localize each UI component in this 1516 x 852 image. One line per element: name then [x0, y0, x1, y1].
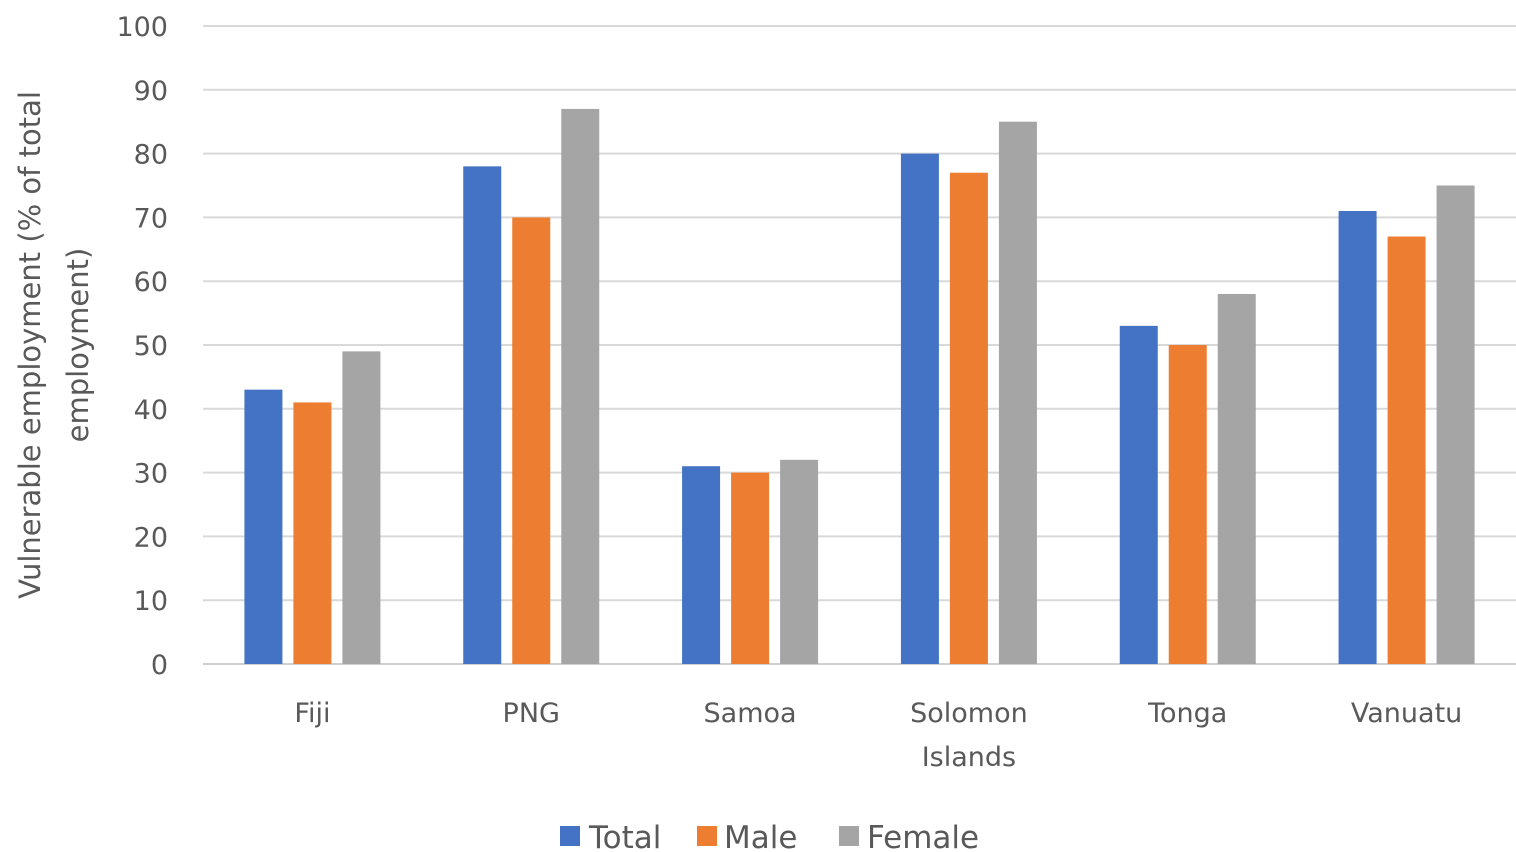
- bar-female-samoa: [780, 459, 819, 664]
- bar-total-png: [463, 166, 502, 665]
- bar-total-solomon-islands: [900, 153, 939, 664]
- legend-item-total: Total: [560, 820, 661, 852]
- legend-swatch: [697, 826, 717, 846]
- legend-label: Female: [867, 820, 979, 852]
- y-tick-label: 90: [134, 76, 168, 107]
- y-tick-label: 80: [134, 140, 168, 171]
- y-tick-label: 60: [134, 267, 168, 298]
- bar-total-samoa: [682, 466, 721, 664]
- legend-item-female: Female: [839, 820, 979, 852]
- bar-male-solomon-islands: [949, 172, 988, 665]
- bar-total-vanuatu: [1338, 211, 1377, 664]
- y-tick-label: 100: [116, 12, 168, 43]
- legend-item-male: Male: [697, 820, 797, 852]
- legend: Total Male Female: [560, 820, 979, 852]
- x-category-label: Solomon Islands: [910, 698, 1028, 773]
- bar-male-samoa: [731, 472, 770, 664]
- y-tick-label: 50: [134, 331, 168, 362]
- x-category-label: Fiji: [294, 698, 330, 729]
- y-tick-label: 10: [134, 586, 168, 617]
- bar-male-tonga: [1168, 345, 1207, 664]
- y-tick-label: 30: [134, 459, 168, 490]
- gridlines: [203, 25, 1516, 665]
- y-tick-label: 70: [134, 203, 168, 234]
- y-axis-title: Vulnerable employment (% of total employm…: [13, 91, 95, 599]
- bar-male-png: [512, 217, 551, 664]
- bar-female-tonga: [1217, 293, 1256, 664]
- legend-swatch: [560, 826, 580, 846]
- bar-female-png: [561, 108, 600, 664]
- bar-female-vanuatu: [1436, 185, 1475, 664]
- bar-female-fiji: [342, 351, 381, 664]
- legend-label: Male: [724, 820, 797, 852]
- x-category-label: Vanuatu: [1351, 698, 1462, 729]
- bar-male-vanuatu: [1387, 236, 1426, 665]
- x-category-label: Tonga: [1147, 698, 1227, 729]
- x-category-label: Samoa: [704, 698, 797, 729]
- bar-total-tonga: [1119, 325, 1158, 664]
- bars: [244, 108, 1475, 665]
- y-tick-label: 0: [151, 650, 168, 681]
- bar-male-fiji: [293, 402, 332, 664]
- y-tick-label: 20: [134, 522, 168, 553]
- bar-female-solomon-islands: [998, 121, 1037, 664]
- legend-label: Total: [588, 820, 661, 852]
- x-axis-categories: Fiji PNG Samoa Solomon Islands Tonga Vanuatu: [294, 698, 1462, 773]
- y-axis-ticks: 0 10 20 30 40 50 60 70 80 90 100: [116, 12, 168, 681]
- x-category-label: PNG: [503, 698, 560, 729]
- legend-swatch: [839, 826, 859, 846]
- bar-total-fiji: [244, 389, 283, 664]
- y-tick-label: 40: [134, 395, 168, 426]
